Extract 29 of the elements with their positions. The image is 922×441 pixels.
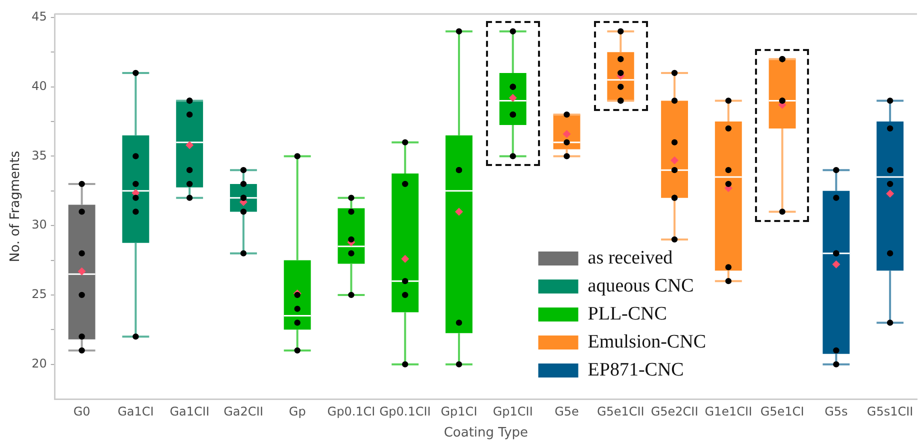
x-tick-label: G5e1CI xyxy=(760,404,804,418)
x-axis-title: Coating Type xyxy=(444,426,528,441)
x-tick-label: G5s xyxy=(824,404,848,418)
y-axis-title: No. of Fragments xyxy=(8,150,24,262)
x-tick-label: G5s1CII xyxy=(866,404,914,418)
x-tick-label: Gp xyxy=(288,404,306,418)
y-tick-label: 45 xyxy=(32,10,47,24)
x-tick-label: G0 xyxy=(73,404,90,418)
y-tick-label: 40 xyxy=(32,78,47,93)
x-tick-label: Gp1CI xyxy=(440,404,478,418)
y-tick-label: 25 xyxy=(32,287,47,302)
legend-label: PLL-CNC xyxy=(588,303,667,324)
x-tick-label: Gp0.1CII xyxy=(379,404,431,418)
y-tick-label: 20 xyxy=(32,356,47,370)
legend-label: EP871-CNC xyxy=(588,359,684,380)
x-tick-label: Gp1CII xyxy=(492,404,533,418)
legend-label: Emulsion-CNC xyxy=(588,331,706,352)
x-tick-label: Gp0.1CI xyxy=(327,404,376,418)
x-tick-label: G5e1CII xyxy=(596,404,644,418)
x-tick-label: Ga1CI xyxy=(118,404,154,418)
x-tick-label: Ga2CII xyxy=(224,404,264,418)
x-tick-label: G5e2CII xyxy=(650,404,698,418)
x-tick-label: G1e1CII xyxy=(704,404,752,418)
y-tick-label: 30 xyxy=(32,218,47,232)
y-tick-label: 35 xyxy=(32,148,47,162)
legend-label: aqueous CNC xyxy=(588,275,694,296)
x-tick-label: G5e xyxy=(554,404,579,418)
legend-label: as received xyxy=(588,247,674,268)
x-tick-label: Ga1CII xyxy=(170,404,210,418)
